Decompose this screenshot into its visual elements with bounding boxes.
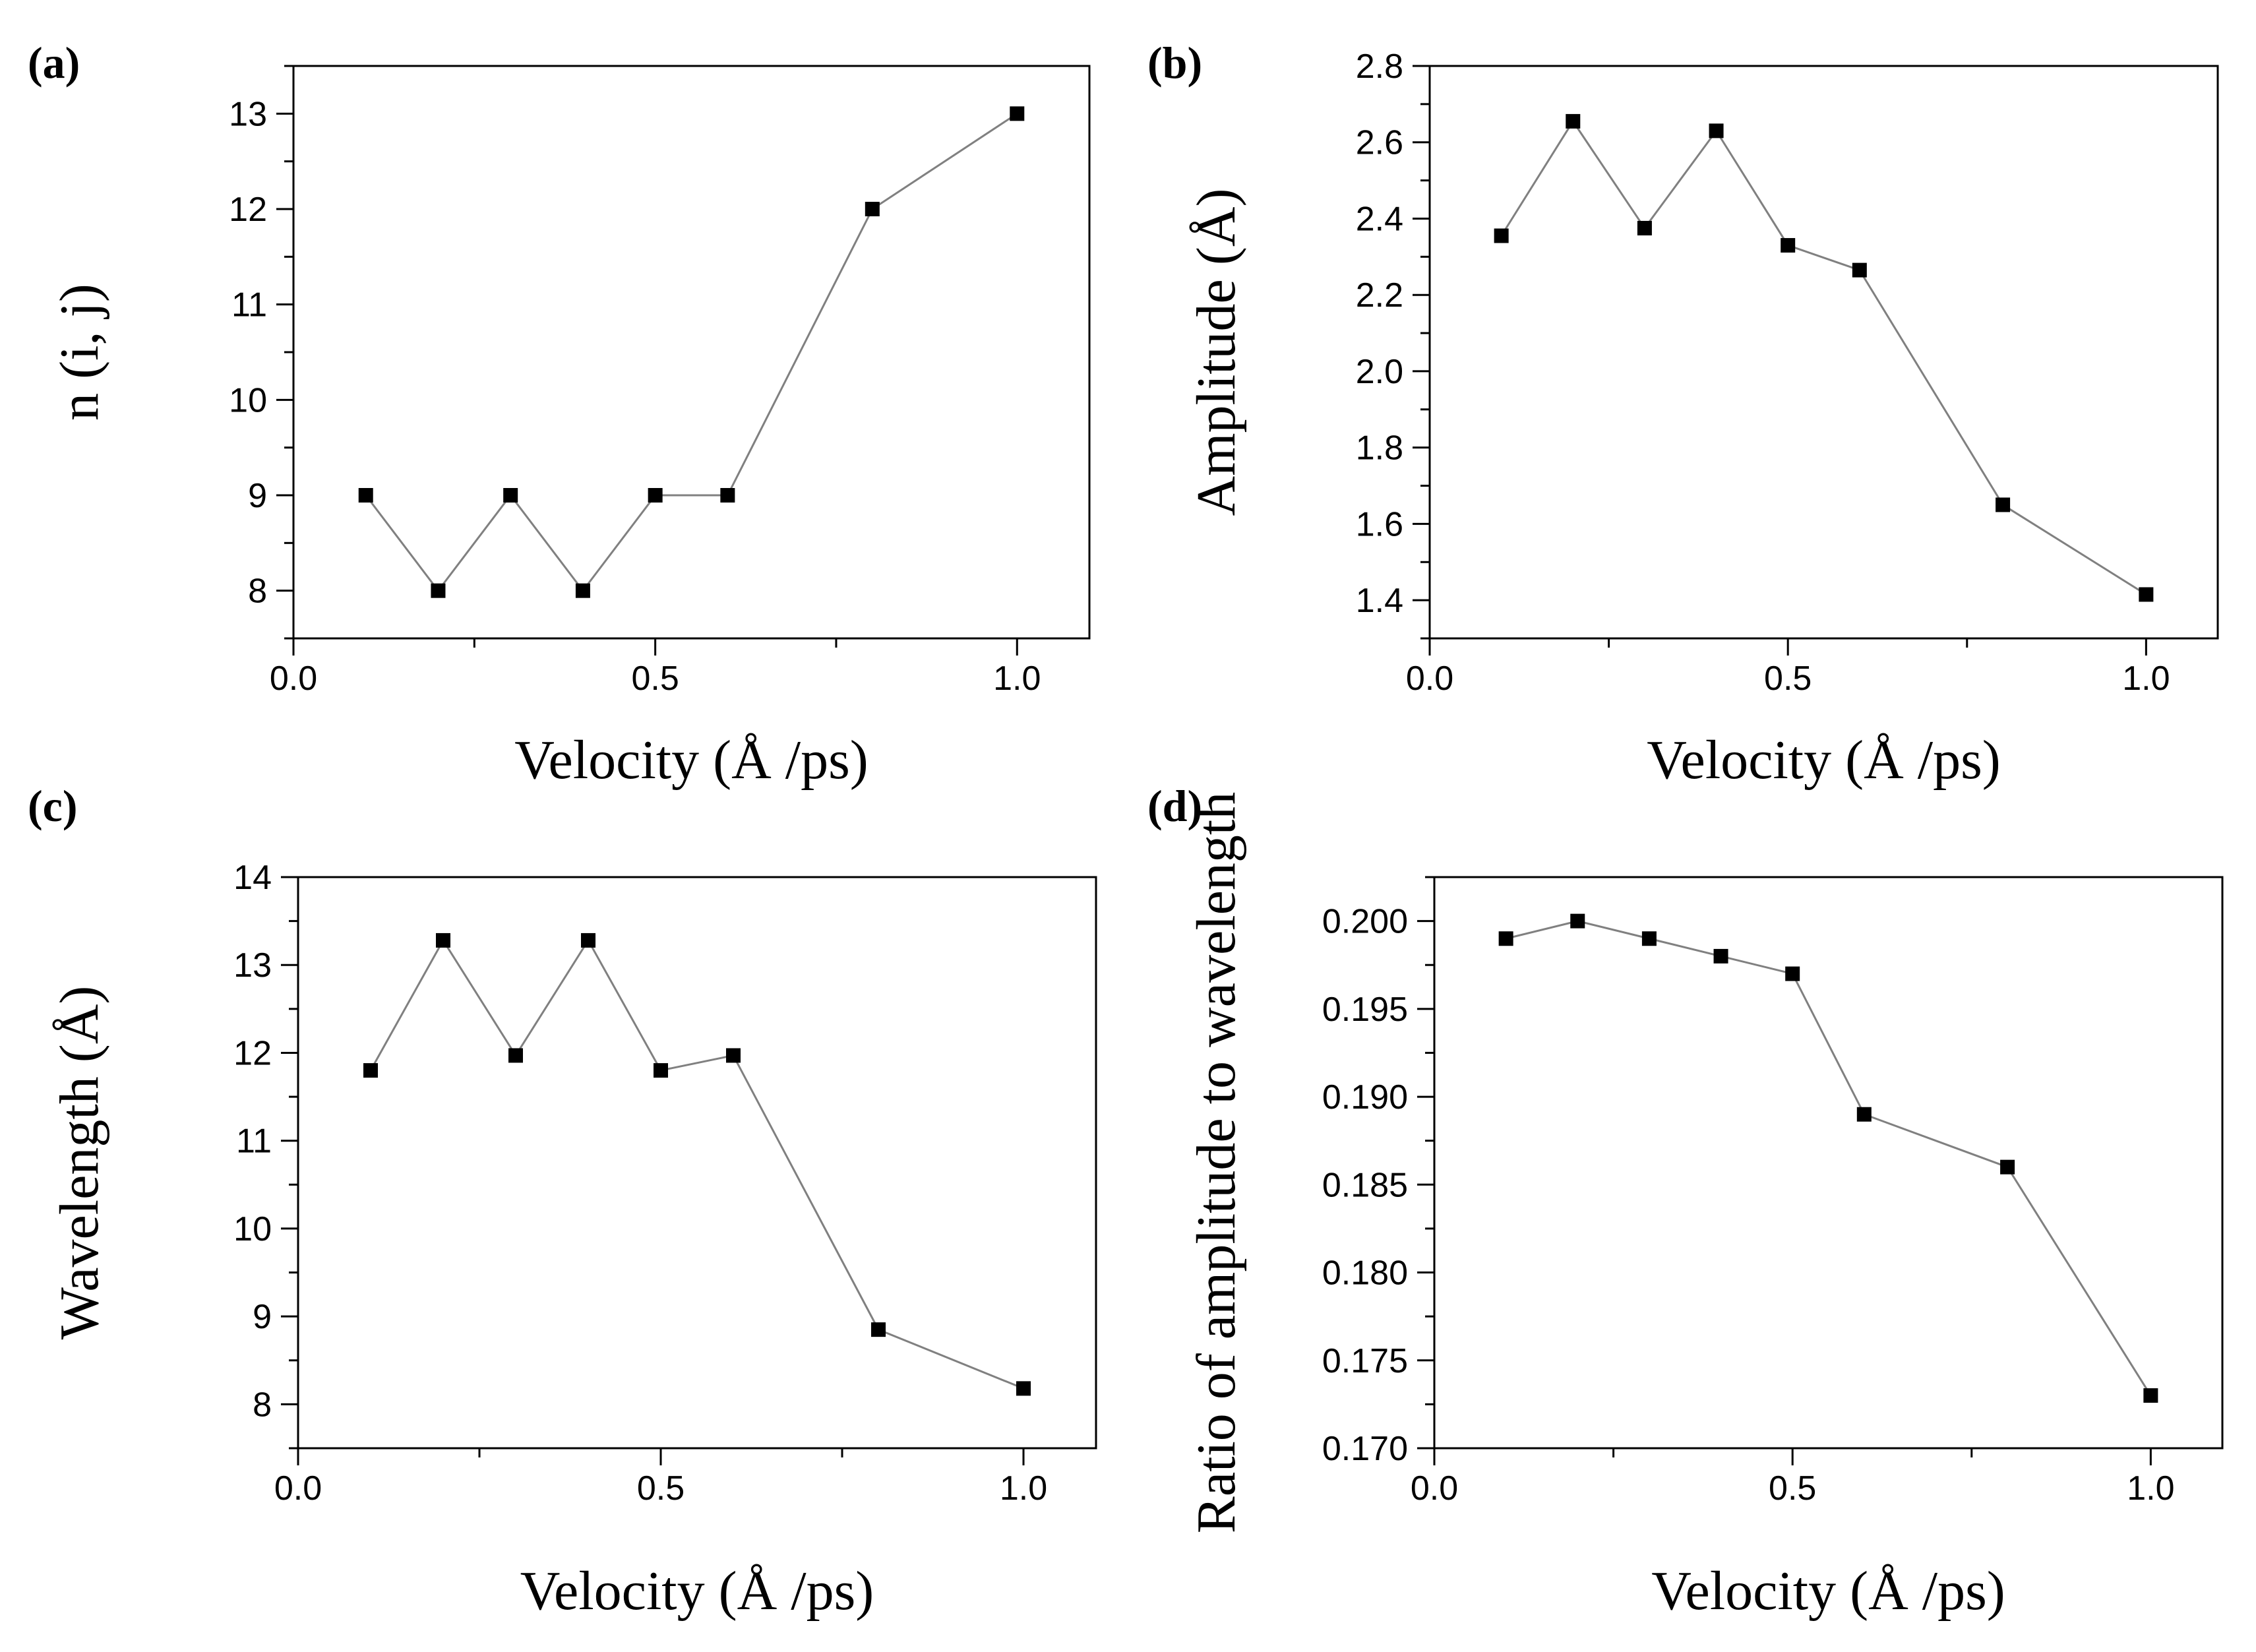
y-tick-label: 2.8 xyxy=(1356,47,1403,86)
data-point xyxy=(1641,931,1657,946)
data-point xyxy=(720,488,735,503)
panel-a: (a) 0.0 0.5 1.0 8 9 10 11 12 13 Velocity (Å /ps) n … xyxy=(28,38,1091,791)
y-tick-label: 12 xyxy=(233,1034,272,1072)
y-tick-label: 9 xyxy=(248,477,267,515)
x-tick-label: 0.0 xyxy=(274,1469,322,1508)
data-point xyxy=(358,488,373,503)
panel-label: (a) xyxy=(28,38,80,88)
x-tick-label: 1.0 xyxy=(2127,1469,2174,1508)
data-point xyxy=(431,583,446,598)
series-line xyxy=(1506,920,2152,1396)
x-tick-label: 0.5 xyxy=(637,1469,685,1508)
y-tick-label: 13 xyxy=(229,95,267,133)
data-point xyxy=(1494,228,1509,243)
x-tick-label: 0.0 xyxy=(1411,1469,1458,1508)
plot-frame xyxy=(297,876,1097,1450)
x-tick-label: 1.0 xyxy=(1000,1469,1047,1508)
panel-label: (c) xyxy=(28,781,77,831)
x-tick-label: 1.0 xyxy=(2122,659,2170,698)
panel-label: (b) xyxy=(1147,38,1202,88)
y-tick-label: 14 xyxy=(233,859,272,897)
data-point xyxy=(436,933,450,948)
y-tick-label: 2.6 xyxy=(1356,124,1403,162)
y-tick-label: 8 xyxy=(253,1386,272,1424)
data-point xyxy=(865,202,880,216)
data-point xyxy=(648,488,663,503)
x-axis-title: Velocity (Å /ps) xyxy=(1651,1560,2005,1622)
x-tick-label: 0.5 xyxy=(1769,1469,1816,1508)
x-tick-label: 0.5 xyxy=(631,659,679,698)
x-axis-title: Velocity (Å /ps) xyxy=(514,729,869,791)
y-tick-label: 0.180 xyxy=(1322,1254,1408,1293)
y-tick-label: 9 xyxy=(253,1298,272,1336)
y-tick-label: 10 xyxy=(229,381,267,419)
y-axis-title: Amplitude (Å) xyxy=(1186,189,1247,516)
data-point xyxy=(1010,106,1025,121)
y-tick-label: 12 xyxy=(229,191,267,229)
y-tick-label: 0.185 xyxy=(1322,1166,1408,1204)
plot-frame xyxy=(1433,876,2224,1450)
data-point xyxy=(1713,948,1728,964)
series-line xyxy=(369,938,1024,1390)
x-tick-label: 0.5 xyxy=(1764,659,1812,698)
plot-frame xyxy=(1428,65,2219,640)
data-point xyxy=(508,1048,523,1063)
panel-c: (c) 0.0 0.5 1.0 8 9 10 11 12 13 14 Velocity (Å /ps)… xyxy=(28,781,1097,1622)
y-tick-label: 10 xyxy=(233,1210,272,1248)
x-axis-title: Velocity (Å /ps) xyxy=(520,1560,874,1622)
y-tick-label: 0.200 xyxy=(1322,903,1408,941)
data-point xyxy=(1996,497,2011,512)
data-point xyxy=(871,1322,886,1337)
data-point xyxy=(2000,1159,2015,1175)
y-tick-label: 1.6 xyxy=(1356,505,1403,543)
data-point xyxy=(363,1063,378,1078)
y-tick-label: 2.4 xyxy=(1356,200,1403,238)
y-tick-label: 2.0 xyxy=(1356,353,1403,391)
y-tick-label: 2.2 xyxy=(1356,276,1403,315)
data-point xyxy=(1566,113,1581,129)
data-point xyxy=(1498,931,1513,946)
y-axis-title: n (i, j) xyxy=(49,284,110,421)
panel-b: (b) 0.0 0.5 1.0 1.4 1.6 1.8 2.0 2.2 2.4 2.6 2.8 Velo… xyxy=(1147,38,2219,791)
x-tick-label: 0.0 xyxy=(1406,659,1453,698)
y-tick-label: 0.190 xyxy=(1322,1078,1408,1117)
data-point xyxy=(581,933,595,948)
data-point xyxy=(654,1063,668,1078)
y-tick-label: 1.4 xyxy=(1356,582,1403,620)
y-tick-label: 13 xyxy=(233,946,272,985)
y-tick-label: 0.175 xyxy=(1322,1342,1408,1380)
data-point xyxy=(1781,237,1796,253)
data-point xyxy=(575,583,590,598)
data-point xyxy=(1709,123,1724,138)
y-tick-label: 11 xyxy=(236,1122,272,1161)
data-point xyxy=(726,1048,741,1063)
y-tick-label: 8 xyxy=(248,572,267,611)
series-line xyxy=(365,113,1018,593)
data-point xyxy=(1016,1381,1031,1396)
data-point xyxy=(1856,1107,1872,1122)
plot-frame xyxy=(292,65,1091,640)
y-tick-label: 1.8 xyxy=(1356,429,1403,468)
data-point xyxy=(2143,1388,2158,1403)
x-tick-label: 0.0 xyxy=(270,659,317,698)
y-tick-label: 11 xyxy=(231,286,267,324)
panel-d: (d) 0.0 0.5 1.0 0.170 0.175 0.180 0.185 0.190 0.1… xyxy=(1147,781,2224,1622)
data-point xyxy=(1785,966,1800,981)
data-point xyxy=(1852,262,1867,278)
series-line xyxy=(1500,119,2147,596)
x-axis-title: Velocity (Å /ps) xyxy=(1647,729,2001,791)
data-point xyxy=(503,488,518,503)
data-point xyxy=(2139,587,2154,602)
panel-label: (d) xyxy=(1147,781,1202,831)
y-axis-title: Ratio of amplitude to wavelength xyxy=(1186,792,1247,1533)
y-tick-label: 0.195 xyxy=(1322,991,1408,1029)
data-point xyxy=(1637,220,1652,235)
x-tick-label: 1.0 xyxy=(993,659,1041,698)
y-tick-label: 0.170 xyxy=(1322,1430,1408,1468)
data-point xyxy=(1570,913,1585,929)
y-axis-title: Wavelength (Å) xyxy=(49,986,110,1340)
